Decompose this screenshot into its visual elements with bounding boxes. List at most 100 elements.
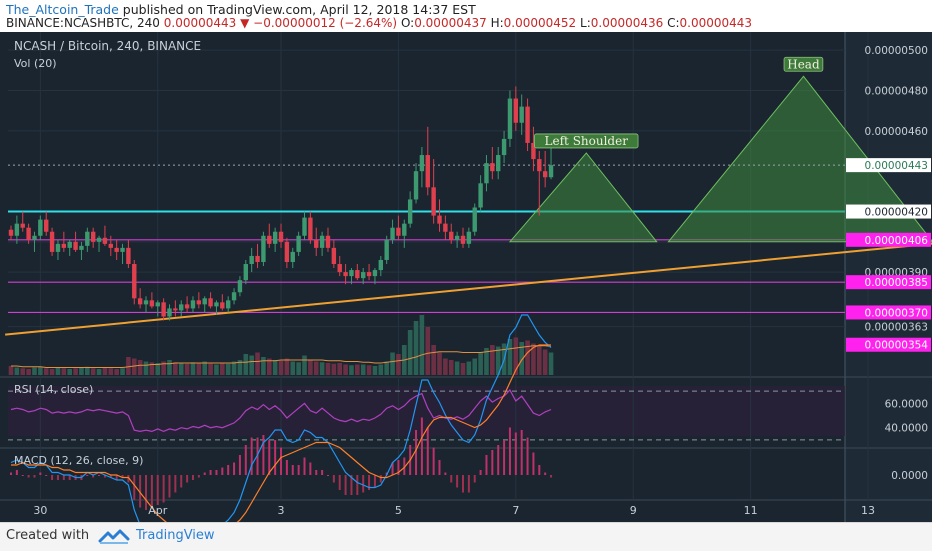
macd-histogram-bar [145,475,148,510]
volume-bar [484,348,489,375]
macd-histogram-bar [168,475,171,498]
candle-body [402,223,407,236]
last-price: 0.00000443 [163,16,237,30]
volume-bar [73,368,78,375]
volume-bar [319,362,325,375]
volume-bar [495,346,501,375]
candle-body [343,272,348,277]
volume-bar [90,368,96,375]
volume-bar [384,361,389,375]
candle-body [237,280,243,293]
close-label: C: [667,16,680,30]
author-link[interactable]: The_Altcoin_Trade [6,2,119,17]
macd-histogram-bar [39,472,42,475]
macd-histogram-bar [233,462,236,475]
candle-body [466,231,472,244]
candle-body [61,243,67,248]
candle-body [161,302,166,317]
rsi-band [8,386,845,436]
macd-histogram-bar [33,475,36,478]
volume-bar [413,321,419,375]
candle-body [108,243,113,248]
candle-body [437,215,442,224]
candle-body [501,138,507,156]
volume-bar [202,361,208,375]
candle-body [79,245,84,250]
macd-histogram-bar [362,475,365,493]
macd-histogram-bar [368,475,371,490]
pattern-label-box [783,56,824,72]
volume-bar [437,352,442,375]
macd-histogram-bar [238,455,241,475]
time-tick-label: 5 [395,504,402,517]
candle-body [249,255,254,265]
tradingview-logo-icon[interactable] [98,529,130,545]
price-tick-label: 0.00000500 [865,45,928,57]
candle-body [537,159,542,172]
volume-bar [26,369,31,375]
price-panel-title: NCASH / Bitcoin, 240, BINANCE [14,39,201,53]
volume-bar [255,352,260,375]
candle-body [496,155,501,172]
candle-body [384,239,389,260]
macd-histogram-bar [332,475,335,483]
candle-body [102,237,108,244]
volume-bar [478,352,483,375]
volume-bar [366,365,372,375]
high-label: H: [490,16,504,30]
candle-body [349,270,354,277]
candle-body [214,302,219,307]
macd-histogram-bar [121,475,124,478]
candle-body [243,264,248,281]
macd-histogram-bar [373,475,376,488]
macd-tick-label: 0.0000 [891,470,928,482]
macd-histogram-bar [473,475,476,483]
macd-histogram-bar [391,462,394,475]
volume-bar [343,364,348,375]
volume-bar [290,361,296,375]
price-label: 0.00000443 [865,160,928,172]
published-text: published on TradingView.com, April 12, … [122,2,476,17]
volume-bar [278,360,284,375]
macd-histogram-bar [550,475,553,478]
candle-body [542,171,548,178]
volume-bar [14,367,20,375]
macd-histogram-bar [321,470,324,475]
candle-body [548,165,554,178]
macd-histogram-bar [403,457,406,475]
candle-body [231,292,237,301]
footer-bar: Created with TradingView [0,522,932,551]
candle-body [314,239,319,248]
candle-body [443,223,448,232]
volume-ma-line [11,345,552,368]
macd-histogram-bar [503,440,506,475]
volume-bar [20,368,26,375]
close-value: 0.00000443 [679,16,753,30]
pattern-triangle [508,152,658,243]
macd-histogram-bar [250,437,253,475]
candle-body [173,308,178,311]
ohlc-line: BINANCE:NCASHBTC, 240 0.00000443 ▼ −0.00… [6,16,752,30]
macd-histogram-bar [344,475,347,495]
volume-bar [261,357,266,375]
tradingview-brand[interactable]: TradingView [136,528,215,543]
price-label-box [846,275,931,290]
candle-body [460,235,466,244]
macd-histogram-bar [450,475,453,483]
candle-body [531,142,536,160]
macd-histogram-bar [27,475,30,478]
volume-bar [131,358,137,375]
candle-body [390,227,395,240]
volume-bar [331,363,337,375]
candle-body [73,241,78,250]
candle-body [490,163,495,172]
candle-body [431,187,436,216]
chart-canvas[interactable]: Left ShoulderHeadRight ShoulderNCASH / B… [0,32,932,522]
candle-body [132,264,137,299]
candle-body [355,270,360,279]
open-value: 0.00000437 [414,16,487,30]
volume-bar [507,339,513,375]
macd-histogram-bar [209,470,212,475]
price-label: 0.00000385 [865,277,928,289]
macd-histogram-bar [526,437,529,475]
